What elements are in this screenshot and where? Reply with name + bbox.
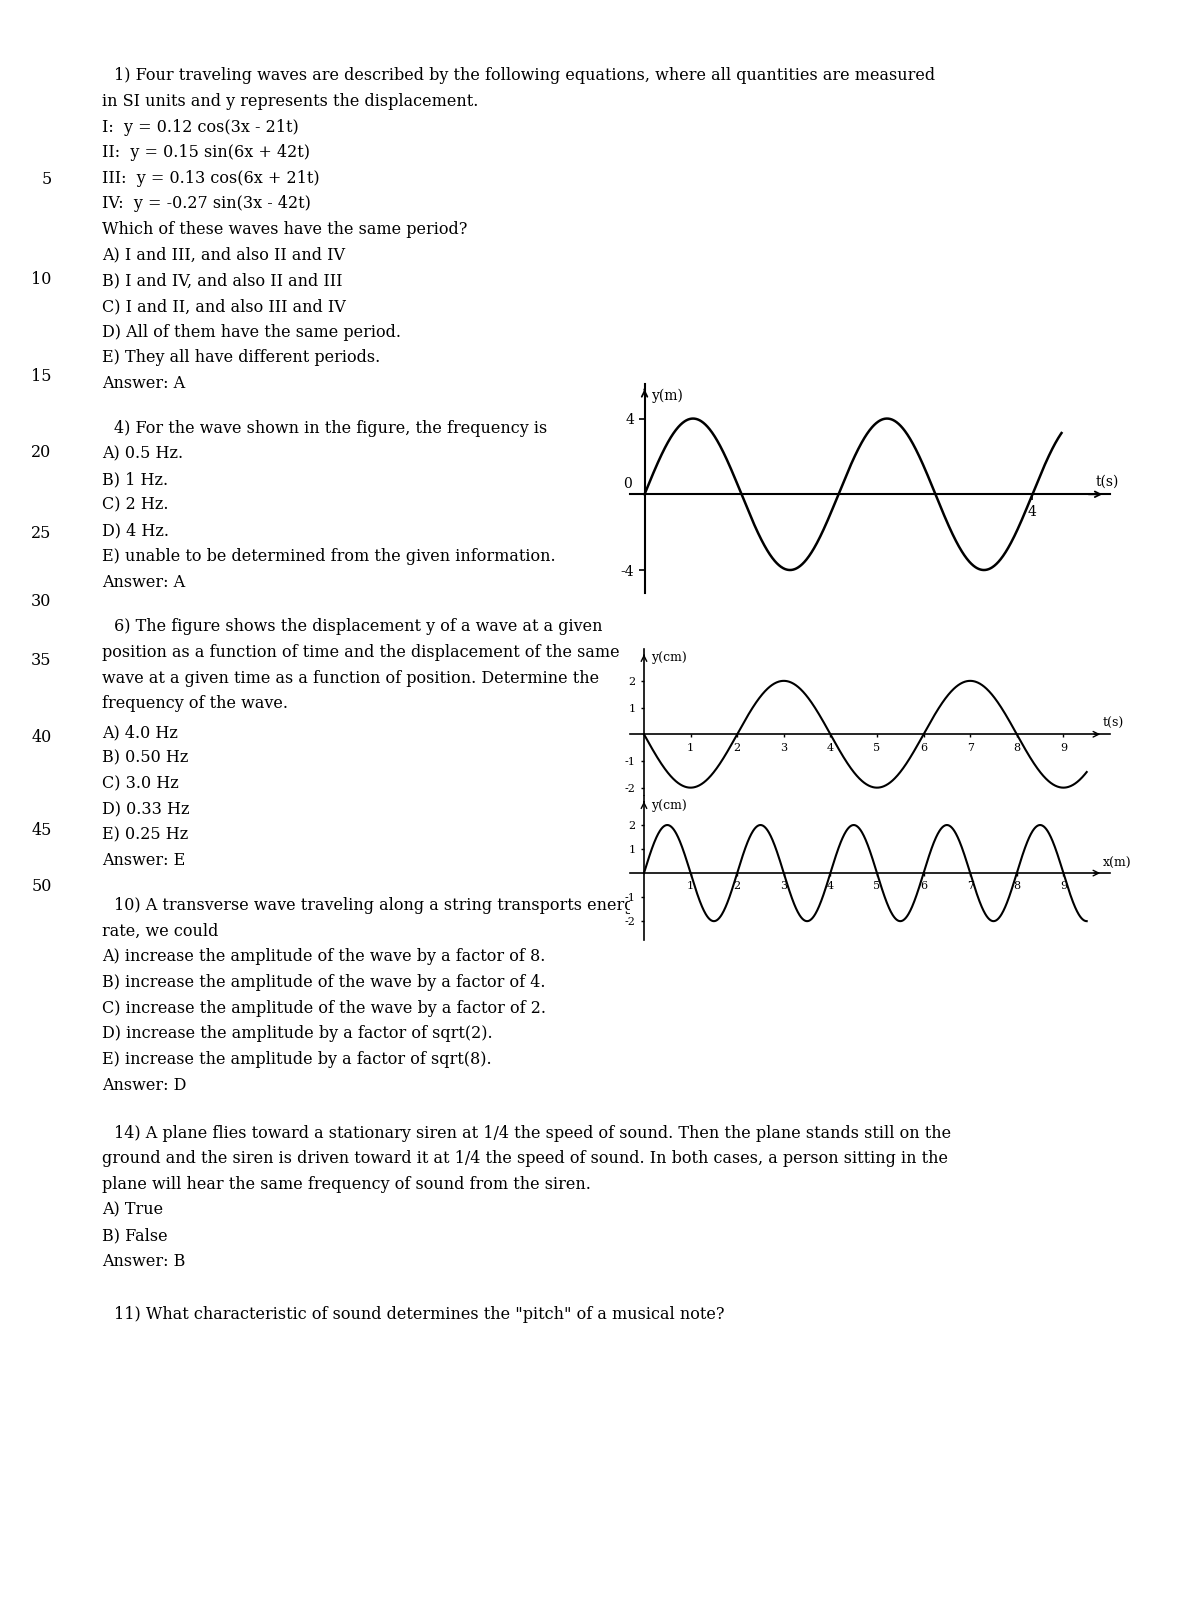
Text: B) 0.50 Hz: B) 0.50 Hz	[102, 750, 188, 767]
Text: plane will hear the same frequency of sound from the siren.: plane will hear the same frequency of so…	[102, 1176, 590, 1193]
Text: 20: 20	[31, 444, 52, 461]
Text: B) 1 Hz.: B) 1 Hz.	[102, 471, 168, 489]
Text: D) 0.33 Hz: D) 0.33 Hz	[102, 801, 190, 819]
Text: B) I and IV, and also II and III: B) I and IV, and also II and III	[102, 272, 342, 290]
Text: y(cm): y(cm)	[650, 798, 686, 812]
Text: 14) A plane flies toward a stationary siren at 1/4 the speed of sound. Then the : 14) A plane flies toward a stationary si…	[114, 1125, 952, 1142]
Text: 35: 35	[31, 652, 52, 670]
Text: wave at a given time as a function of position. Determine the: wave at a given time as a function of po…	[102, 670, 599, 687]
Text: 0: 0	[623, 477, 631, 490]
Text: 6) The figure shows the displacement y of a wave at a given: 6) The figure shows the displacement y o…	[114, 618, 602, 636]
Text: t(s): t(s)	[1103, 718, 1124, 731]
Text: rate, we could: rate, we could	[102, 923, 218, 940]
Text: Which of these waves have the same period?: Which of these waves have the same perio…	[102, 221, 467, 239]
Text: II:  y = 0.15 sin(6x + 42t): II: y = 0.15 sin(6x + 42t)	[102, 144, 310, 162]
Text: frequency of the wave.: frequency of the wave.	[102, 695, 288, 713]
Text: I:  y = 0.12 cos(3x - 21t): I: y = 0.12 cos(3x - 21t)	[102, 119, 299, 136]
Text: 11) What characteristic of sound determines the "pitch" of a musical note?: 11) What characteristic of sound determi…	[114, 1306, 725, 1323]
Text: Answer: D: Answer: D	[102, 1077, 186, 1094]
Text: ground and the siren is driven toward it at 1/4 the speed of sound. In both case: ground and the siren is driven toward it…	[102, 1150, 948, 1168]
Text: Answer: A: Answer: A	[102, 375, 185, 392]
Text: C) 3.0 Hz: C) 3.0 Hz	[102, 775, 179, 793]
Text: y(m): y(m)	[653, 388, 684, 402]
Text: C) 2 Hz.: C) 2 Hz.	[102, 497, 168, 514]
Text: E) They all have different periods.: E) They all have different periods.	[102, 349, 380, 367]
Text: E) unable to be determined from the given information.: E) unable to be determined from the give…	[102, 548, 556, 566]
Text: position as a function of time and the displacement of the same: position as a function of time and the d…	[102, 644, 619, 662]
Text: 40: 40	[31, 729, 52, 747]
Text: Answer: E: Answer: E	[102, 852, 185, 870]
Text: 45: 45	[31, 822, 52, 839]
Text: B) False: B) False	[102, 1227, 168, 1245]
Text: A) 4.0 Hz: A) 4.0 Hz	[102, 724, 178, 742]
Text: A) I and III, and also II and IV: A) I and III, and also II and IV	[102, 247, 346, 264]
Text: C) I and II, and also III and IV: C) I and II, and also III and IV	[102, 298, 346, 316]
Text: III:  y = 0.13 cos(6x + 21t): III: y = 0.13 cos(6x + 21t)	[102, 170, 319, 187]
Text: Answer: B: Answer: B	[102, 1253, 185, 1270]
Text: E) increase the amplitude by a factor of sqrt(8).: E) increase the amplitude by a factor of…	[102, 1051, 492, 1069]
Text: A) 0.5 Hz.: A) 0.5 Hz.	[102, 445, 184, 463]
Text: x(m): x(m)	[1103, 857, 1132, 870]
Text: E) 0.25 Hz: E) 0.25 Hz	[102, 827, 188, 844]
Text: C) increase the amplitude of the wave by a factor of 2.: C) increase the amplitude of the wave by…	[102, 1000, 546, 1017]
Text: D) increase the amplitude by a factor of sqrt(2).: D) increase the amplitude by a factor of…	[102, 1025, 493, 1043]
Text: IV:  y = -0.27 sin(3x - 42t): IV: y = -0.27 sin(3x - 42t)	[102, 195, 311, 213]
Text: 10) A transverse wave traveling along a string transports energy at a rate r. If: 10) A transverse wave traveling along a …	[114, 897, 942, 915]
Text: 4) For the wave shown in the figure, the frequency is: 4) For the wave shown in the figure, the…	[114, 420, 547, 437]
Text: 50: 50	[31, 878, 52, 896]
Text: 5: 5	[41, 171, 52, 189]
Text: in SI units and y represents the displacement.: in SI units and y represents the displac…	[102, 93, 479, 111]
Text: 15: 15	[31, 368, 52, 386]
Text: 10: 10	[31, 271, 52, 288]
Text: D) 4 Hz.: D) 4 Hz.	[102, 522, 169, 540]
Text: y(cm): y(cm)	[650, 652, 686, 665]
Text: A) True: A) True	[102, 1202, 163, 1219]
Text: 30: 30	[31, 593, 52, 610]
Text: 25: 25	[31, 525, 52, 543]
Text: B) increase the amplitude of the wave by a factor of 4.: B) increase the amplitude of the wave by…	[102, 974, 546, 992]
Text: A) increase the amplitude of the wave by a factor of 8.: A) increase the amplitude of the wave by…	[102, 948, 545, 966]
Text: t(s): t(s)	[1096, 474, 1118, 489]
Text: Answer: A: Answer: A	[102, 574, 185, 591]
Text: D) All of them have the same period.: D) All of them have the same period.	[102, 324, 401, 341]
Text: 1) Four traveling waves are described by the following equations, where all quan: 1) Four traveling waves are described by…	[114, 67, 935, 85]
